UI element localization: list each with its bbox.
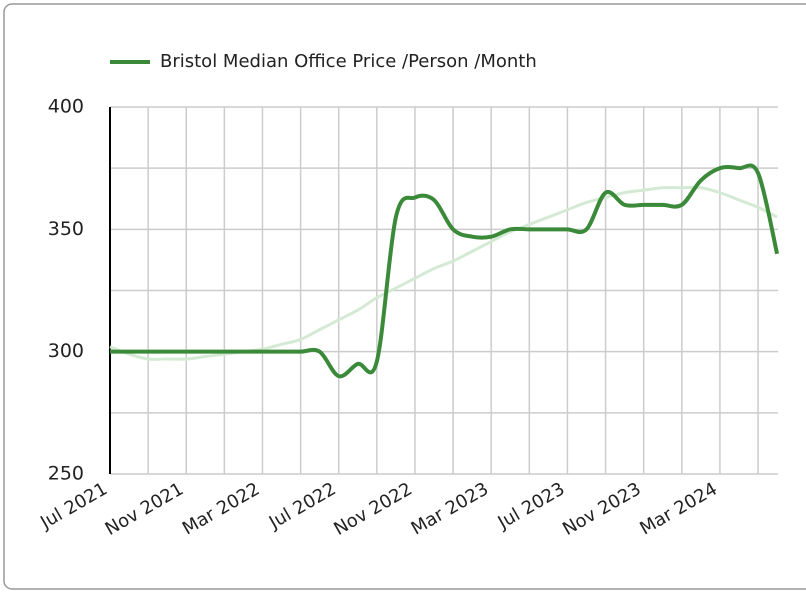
line bbox=[109, 185, 778, 361]
line bbox=[110, 163, 780, 379]
y-tick-label: 250 bbox=[48, 463, 84, 485]
y-tick-label: 350 bbox=[48, 218, 84, 240]
y-tick-label: 300 bbox=[48, 340, 84, 362]
legend-label: Bristol Median Office Price /Person /Mon… bbox=[160, 51, 537, 72]
y-tick-label: 400 bbox=[48, 96, 84, 118]
